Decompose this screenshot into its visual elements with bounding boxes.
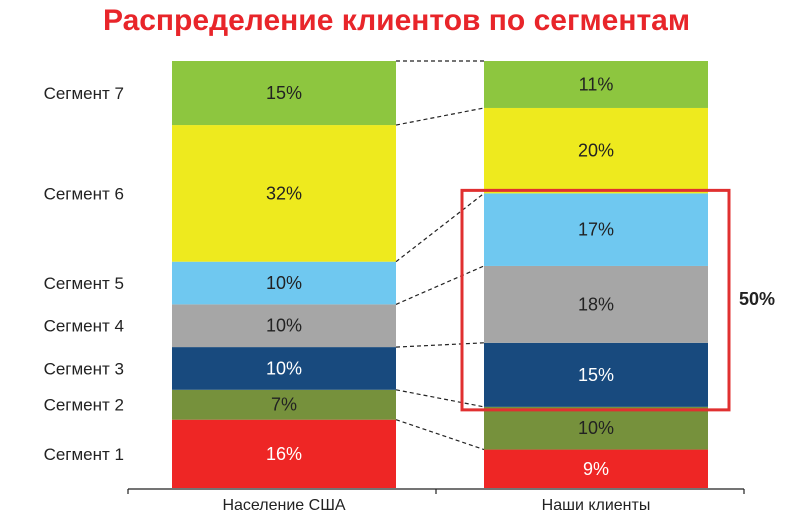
data-label-7-1: 15% (266, 83, 302, 103)
data-label-1-2: 9% (583, 459, 609, 479)
connector-line-3 (395, 342, 485, 348)
connector-line-2 (395, 389, 485, 408)
bar-segment-5-2 (484, 193, 708, 266)
bar-segment-6-2 (484, 107, 708, 194)
bar-segment-7-2 (484, 61, 708, 108)
bar-segment-5-1 (172, 261, 396, 305)
data-label-3-1: 10% (266, 358, 302, 378)
bar-segment-2-1 (172, 389, 396, 420)
data-label-4-2: 18% (578, 294, 614, 314)
segment-label-2: Сегмент 2 (44, 396, 124, 415)
category-label-2: Наши клиенты (542, 497, 651, 514)
segment-label-6: Сегмент 6 (44, 184, 124, 203)
data-label-2-1: 7% (271, 395, 297, 415)
data-label-6-2: 20% (578, 141, 614, 161)
chart-title: Распределение клиентов по сегментам (102, 4, 691, 37)
bar-segment-4-2 (484, 265, 708, 343)
connector-line-4 (395, 265, 485, 305)
segment-label-3: Сегмент 3 (44, 359, 124, 378)
data-label-1-1: 16% (266, 444, 302, 464)
segment-label-7: Сегмент 7 (44, 84, 124, 103)
bar-segment-2-2 (484, 406, 708, 450)
highlight-label: 50% (739, 289, 775, 309)
data-label-5-2: 17% (578, 220, 614, 240)
bar-segment-6-1 (172, 125, 396, 262)
bar-segment-4-1 (172, 304, 396, 348)
data-label-7-2: 11% (579, 74, 614, 94)
data-label-6-1: 32% (266, 183, 302, 203)
data-label-2-2: 10% (578, 418, 614, 438)
bar-segment-7-1 (172, 61, 396, 126)
bar-segment-3-1 (172, 347, 396, 390)
segment-label-4: Сегмент 4 (44, 317, 124, 336)
bar-segment-3-2 (484, 342, 708, 407)
bar-segment-1-2 (484, 449, 708, 488)
segment-label-5: Сегмент 5 (44, 274, 124, 293)
data-label-5-1: 10% (266, 273, 302, 293)
bar-segment-1-1 (172, 419, 396, 488)
segment-label-1: Сегмент 1 (44, 445, 124, 464)
connector-line-1 (395, 419, 485, 451)
highlight-box (460, 188, 731, 412)
connector-line-6 (395, 107, 485, 126)
category-label-1: Население США (222, 497, 345, 514)
connector-line-5 (395, 192, 485, 263)
data-label-4-1: 10% (266, 316, 302, 336)
data-label-3-2: 15% (578, 365, 614, 385)
